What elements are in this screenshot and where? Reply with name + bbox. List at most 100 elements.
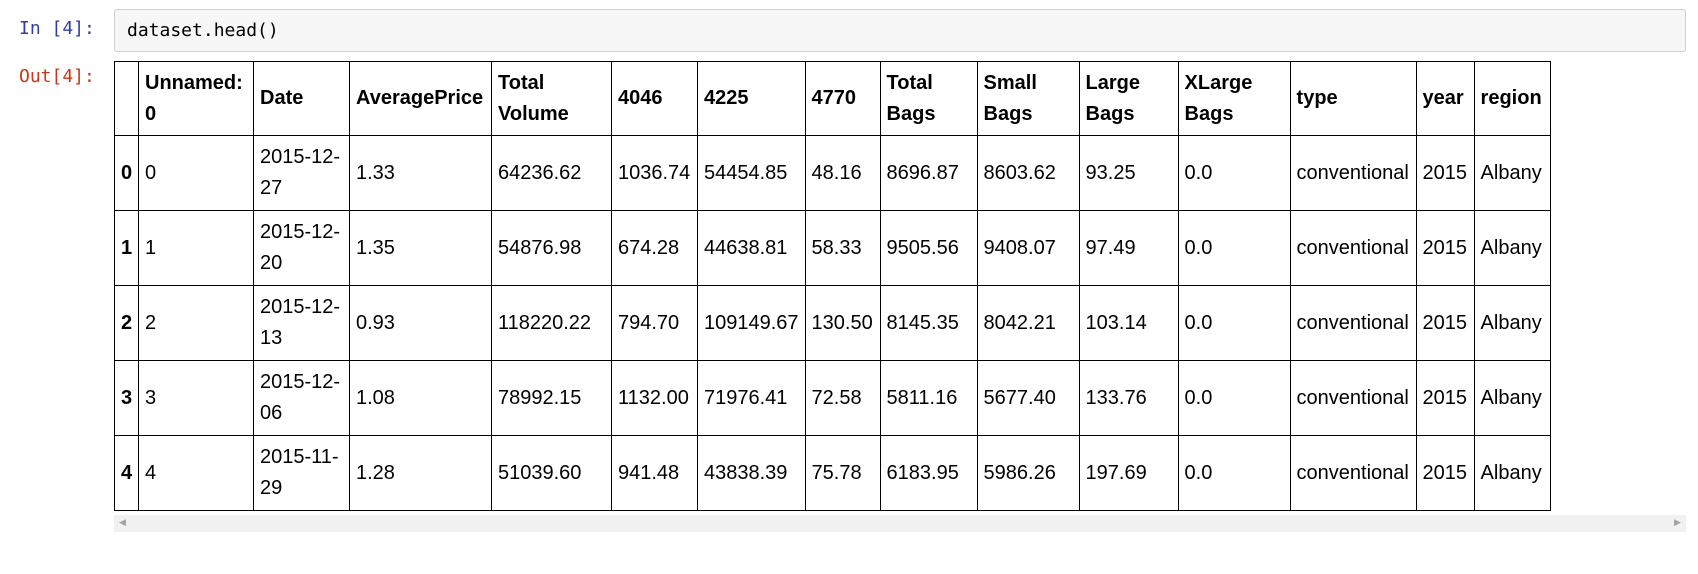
table-cell: 1036.74 (611, 135, 698, 211)
table-cell: 0.0 (1177, 210, 1291, 286)
table-cell: 8696.87 (879, 135, 978, 211)
table-cell: 2015-12-13 (253, 285, 350, 361)
code-text: dataset.head() (127, 20, 279, 41)
table-cell: 2015 (1415, 135, 1475, 211)
table-cell: 1132.00 (611, 360, 698, 436)
table-cell: 0.0 (1177, 135, 1291, 211)
table-row: 2 2 2015-12-13 0.93 118220.22 794.70 109149.67… (114, 285, 1551, 361)
column-header: year (1415, 61, 1475, 136)
table-cell: Albany (1473, 210, 1551, 286)
table-cell: 1 (138, 210, 254, 286)
table-cell: 6183.95 (879, 435, 978, 511)
table-cell: 133.76 (1078, 360, 1179, 436)
table-cell: 0.0 (1177, 360, 1291, 436)
table-cell: 2015-11-29 (253, 435, 350, 511)
row-index: 3 (114, 360, 139, 436)
table-cell: 54454.85 (697, 135, 806, 211)
table-cell: 8145.35 (879, 285, 978, 361)
table-cell: 103.14 (1078, 285, 1179, 361)
table-cell: 794.70 (611, 285, 698, 361)
table-cell: 2015 (1415, 435, 1475, 511)
table-cell: 0.93 (349, 285, 492, 361)
column-header: 4225 (697, 61, 806, 136)
table-cell: 197.69 (1078, 435, 1179, 511)
table-row: 4 4 2015-11-29 1.28 51039.60 941.48 43838.39 75… (114, 435, 1551, 511)
table-cell: Albany (1473, 285, 1551, 361)
table-cell: Albany (1473, 135, 1551, 211)
table-cell: 1.28 (349, 435, 492, 511)
scroll-right-arrow-icon[interactable]: ▶ (1674, 518, 1681, 528)
table-cell: 0.0 (1177, 285, 1291, 361)
table-cell: 64236.62 (491, 135, 612, 211)
column-header: 4046 (611, 61, 698, 136)
table-cell: 5811.16 (879, 360, 978, 436)
table-cell: 71976.41 (697, 360, 806, 436)
row-index: 0 (114, 135, 139, 211)
dataframe-table: Unnamed: 0 Date AveragePrice Total Volume 40… (114, 61, 1551, 511)
table-cell: 48.16 (804, 135, 881, 211)
table-cell: 8603.62 (976, 135, 1080, 211)
index-header (114, 61, 139, 136)
table-cell: 130.50 (804, 285, 881, 361)
scroll-left-arrow-icon[interactable]: ◀ (119, 518, 126, 528)
table-cell: 93.25 (1078, 135, 1179, 211)
table-cell: 2015-12-20 (253, 210, 350, 286)
table-cell: 9505.56 (879, 210, 978, 286)
code-input-cell[interactable]: dataset.head() (114, 9, 1686, 52)
table-cell: 5986.26 (976, 435, 1080, 511)
output-area: Unnamed: 0 Date AveragePrice Total Volume 40… (114, 61, 1689, 537)
table-cell: 78992.15 (491, 360, 612, 436)
table-row: 3 3 2015-12-06 1.08 78992.15 1132.00 71976.41 7… (114, 360, 1551, 436)
out-prompt: Out[4]: (19, 66, 95, 87)
in-prompt: In [4]: (19, 18, 95, 39)
row-index: 2 (114, 285, 139, 361)
column-header: Total Bags (879, 61, 978, 136)
table-cell: conventional (1289, 135, 1417, 211)
table-row: 0 0 2015-12-27 1.33 64236.62 1036.74 54454.85 4… (114, 135, 1551, 211)
table-cell: 43838.39 (697, 435, 806, 511)
column-header: Small Bags (976, 61, 1080, 136)
column-header: XLarge Bags (1177, 61, 1291, 136)
column-header: region (1473, 61, 1551, 136)
table-cell: 1.08 (349, 360, 492, 436)
table-cell: Albany (1473, 360, 1551, 436)
table-cell: conventional (1289, 210, 1417, 286)
table-cell: 5677.40 (976, 360, 1080, 436)
table-cell: conventional (1289, 360, 1417, 436)
table-cell: 97.49 (1078, 210, 1179, 286)
table-cell: 941.48 (611, 435, 698, 511)
column-header: Large Bags (1078, 61, 1179, 136)
table-cell: 9408.07 (976, 210, 1080, 286)
table-cell: 75.78 (804, 435, 881, 511)
column-header: type (1289, 61, 1417, 136)
table-cell: 3 (138, 360, 254, 436)
table-cell: 2015-12-27 (253, 135, 350, 211)
table-cell: 54876.98 (491, 210, 612, 286)
table-cell: 0.0 (1177, 435, 1291, 511)
table-cell: 1.33 (349, 135, 492, 211)
column-header: Unnamed: 0 (138, 61, 254, 136)
table-cell: 118220.22 (491, 285, 612, 361)
table-cell: Albany (1473, 435, 1551, 511)
table-cell: 2015 (1415, 360, 1475, 436)
row-index: 4 (114, 435, 139, 511)
column-header: 4770 (804, 61, 881, 136)
horizontal-scrollbar[interactable]: ◀ ▶ (114, 515, 1686, 532)
table-cell: conventional (1289, 285, 1417, 361)
table-cell: 4 (138, 435, 254, 511)
table-cell: 72.58 (804, 360, 881, 436)
table-cell: 2015-12-06 (253, 360, 350, 436)
column-header: AveragePrice (349, 61, 492, 136)
table-cell: 109149.67 (697, 285, 806, 361)
column-header: Total Volume (491, 61, 612, 136)
table-cell: conventional (1289, 435, 1417, 511)
table-cell: 51039.60 (491, 435, 612, 511)
table-cell: 674.28 (611, 210, 698, 286)
table-cell: 2015 (1415, 210, 1475, 286)
row-index: 1 (114, 210, 139, 286)
table-cell: 0 (138, 135, 254, 211)
table-cell: 8042.21 (976, 285, 1080, 361)
table-cell: 2 (138, 285, 254, 361)
table-header-row: Unnamed: 0 Date AveragePrice Total Volume 40… (114, 61, 1551, 136)
column-header: Date (253, 61, 350, 136)
